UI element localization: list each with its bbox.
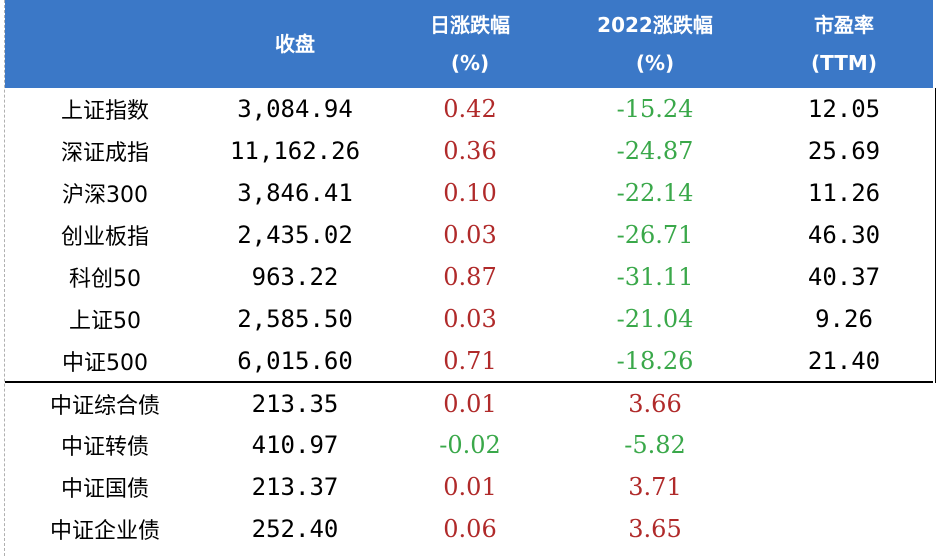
- daily-change-cell: 0.01: [385, 381, 555, 424]
- table-body: 上证指数 3,084.94 0.42 -15.24 12.05 深证成指 11,162.26…: [5, 88, 933, 550]
- daily-change-cell: 0.36: [443, 137, 497, 165]
- ytd-change-cell: -26.71: [616, 221, 694, 249]
- index-name-cell: 上证50: [69, 309, 141, 334]
- header-daily-change-unit: (%): [450, 51, 490, 75]
- header-daily-change: 日涨跌幅 (%): [385, 0, 555, 88]
- table-row: 中证企业债 252.40 0.06 3.65: [5, 508, 933, 550]
- pe-ratio-cell: 12.05: [807, 95, 881, 123]
- table-row: 科创50 963.22 0.87 -31.11 40.37: [5, 256, 933, 298]
- daily-change-cell: 0.42: [443, 95, 497, 123]
- pe-ratio-cell: 25.69: [807, 137, 881, 165]
- pe-ratio-cell: [755, 381, 933, 424]
- pe-ratio-cell: [755, 424, 933, 466]
- table-row: 深证成指 11,162.26 0.36 -24.87 25.69: [5, 130, 933, 172]
- table-row: 中证500 6,015.60 0.71 -18.26 21.40: [5, 340, 933, 382]
- header-daily-change-label: 日涨跌幅: [430, 13, 510, 37]
- pe-ratio-cell: 9.26: [815, 305, 873, 333]
- ytd-change-cell: -31.11: [616, 263, 694, 291]
- index-name-cell: 中证转债: [60, 435, 149, 460]
- market-table-container: 收盘 日涨跌幅 (%) 2022涨跌幅 (%) 市盈率 (TTM) 上证指数 3,…: [4, 0, 936, 556]
- header-close: 收盘: [205, 0, 385, 88]
- daily-change-cell: 0.06: [443, 515, 497, 543]
- ytd-change-cell: -5.82: [624, 431, 686, 459]
- table-row: 中证综合债 213.35 0.01 3.66: [5, 381, 933, 424]
- table-row: 中证转债 410.97 -0.02 -5.82: [5, 424, 933, 466]
- table-header-row: 收盘 日涨跌幅 (%) 2022涨跌幅 (%) 市盈率 (TTM): [5, 0, 933, 88]
- daily-change-cell: -0.02: [439, 431, 501, 459]
- daily-change-cell: 0.01: [443, 473, 497, 501]
- table-row: 沪深300 3,846.41 0.10 -22.14 11.26: [5, 172, 933, 214]
- pe-ratio-cell: 11.26: [807, 179, 881, 207]
- market-data-table: 收盘 日涨跌幅 (%) 2022涨跌幅 (%) 市盈率 (TTM) 上证指数 3,…: [5, 0, 933, 550]
- close-value-cell: 213.37: [251, 473, 339, 501]
- header-pe-ratio: 市盈率 (TTM): [755, 0, 933, 88]
- header-pe-ratio-label: 市盈率: [814, 13, 874, 37]
- pe-ratio-cell: [755, 466, 933, 508]
- header-ytd-change: 2022涨跌幅 (%): [555, 0, 755, 88]
- close-value-cell: 410.97: [251, 431, 339, 459]
- daily-change-cell: 0.87: [443, 263, 497, 291]
- table-row: 上证50 2,585.50 0.03 -21.04 9.26: [5, 298, 933, 340]
- ytd-change-cell: -24.87: [616, 137, 694, 165]
- pe-ratio-cell: 46.30: [807, 221, 881, 249]
- index-name-cell: 中证国债: [60, 477, 149, 502]
- ytd-change-cell: -18.26: [616, 346, 694, 375]
- header-ytd-change-unit: (%): [635, 51, 675, 75]
- close-value-cell: 963.22: [251, 263, 339, 291]
- close-value-cell: 11,162.26: [229, 137, 361, 165]
- index-name-cell: 上证指数: [60, 99, 149, 124]
- header-ytd-change-label: 2022涨跌幅: [597, 13, 713, 37]
- pe-column-divider: [935, 88, 936, 383]
- header-pe-ratio-unit: (TTM): [811, 51, 877, 75]
- close-value-cell: 3,084.94: [237, 95, 353, 123]
- table-row: 创业板指 2,435.02 0.03 -26.71 46.30: [5, 214, 933, 256]
- ytd-change-cell: -22.14: [616, 179, 694, 207]
- index-name-cell: 中证500: [62, 350, 148, 376]
- pe-ratio-cell: 40.37: [807, 263, 881, 291]
- index-name-cell: 深证成指: [60, 141, 149, 166]
- close-value-cell: 6,015.60: [237, 346, 353, 375]
- pe-ratio-cell: [755, 508, 933, 550]
- ytd-change-cell: -15.24: [616, 95, 694, 123]
- table-row: 中证国债 213.37 0.01 3.71: [5, 466, 933, 508]
- daily-change-cell: 0.10: [443, 179, 497, 207]
- header-index-name: [5, 0, 205, 88]
- ytd-change-cell: 3.71: [628, 473, 682, 501]
- close-value-cell: 2,435.02: [237, 221, 353, 249]
- close-value-cell: 3,846.41: [237, 179, 353, 207]
- index-name-cell: 沪深300: [62, 183, 148, 208]
- ytd-change-cell: 3.66: [555, 381, 755, 424]
- close-value-cell: 252.40: [251, 515, 339, 543]
- header-close-label: 收盘: [275, 32, 315, 56]
- ytd-change-cell: -21.04: [616, 305, 694, 333]
- index-name-cell: 创业板指: [60, 225, 149, 250]
- close-value-cell: 213.35: [205, 381, 385, 424]
- index-name-cell: 中证综合债: [5, 381, 205, 424]
- ytd-change-cell: 3.65: [628, 515, 682, 543]
- index-name-cell: 中证企业债: [49, 519, 160, 544]
- table-row: 上证指数 3,084.94 0.42 -15.24 12.05: [5, 88, 933, 130]
- close-value-cell: 2,585.50: [237, 305, 353, 333]
- pe-ratio-cell: 21.40: [807, 346, 881, 375]
- daily-change-cell: 0.71: [443, 346, 497, 375]
- daily-change-cell: 0.03: [443, 221, 497, 249]
- daily-change-cell: 0.03: [443, 305, 497, 333]
- index-name-cell: 科创50: [69, 267, 141, 292]
